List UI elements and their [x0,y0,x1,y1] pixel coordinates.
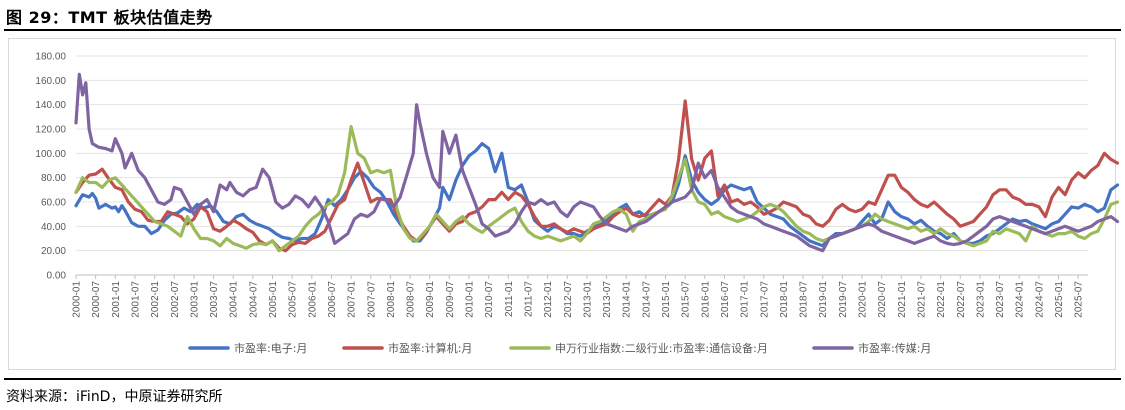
x-tick-label: 2003-01 [189,281,200,318]
x-tick-label: 2018-07 [799,281,810,318]
x-tick-label: 2000-07 [91,281,102,318]
x-tick-label: 2021-01 [897,281,908,318]
x-tick-label: 2015-01 [661,281,672,318]
series-lines [74,72,1120,253]
x-tick-label: 2007-07 [366,281,377,318]
y-tick-label: 60.00 [41,198,66,209]
series-line-3 [74,125,1120,253]
x-tick-label: 2015-07 [681,281,692,318]
y-tick-label: 180.00 [35,52,66,63]
x-tick-label: 2004-01 [229,281,240,318]
y-tick-label: 20.00 [41,246,66,257]
x-tick-label: 2016-07 [720,281,731,318]
tmt-valuation-chart: 0.00 20.00 40.00 60.00 80.00 100.00 120.00 140.… [35,52,1120,355]
x-tick-label: 2025-07 [1074,281,1085,318]
x-tick-label: 2002-07 [170,281,181,318]
x-tick-label: 2025-01 [1054,281,1065,318]
y-tick-label: 120.00 [35,125,66,136]
y-tick-label: 160.00 [35,76,66,87]
x-tick-label: 2021-07 [916,281,927,318]
x-tick-label: 2018-01 [779,281,790,318]
x-tick-label: 2024-01 [1015,281,1026,318]
x-tick-label: 2011-01 [504,281,515,317]
x-tick-label: 2009-07 [445,281,456,318]
x-tick-label: 2006-07 [327,281,338,318]
source-rule [4,378,1121,380]
x-tick-label: 2017-01 [740,281,751,318]
x-tick-label: 2008-01 [386,281,397,318]
x-tick-label: 2020-07 [877,281,888,318]
y-tick-label: 100.00 [35,149,66,160]
series-line-1 [74,142,1120,248]
x-tick-label: 2012-07 [563,281,574,318]
x-tick-label: 2005-07 [288,281,299,318]
x-tick-label: 2024-07 [1034,281,1045,318]
x-tick-label: 2019-01 [818,281,829,318]
x-axis: 2000-01 2000-07 2001-01 2001-07 2002-01 2002-… [72,275,1085,318]
x-tick-label: 2001-07 [130,281,141,318]
source-note: 资料来源：iFinD，中原证券研究所 [6,389,223,405]
grid-lines [76,55,1088,276]
x-tick-label: 2002-01 [150,281,161,318]
x-tick-label: 2009-01 [425,281,436,318]
y-axis: 0.00 20.00 40.00 60.00 80.00 100.00 120.00 140.… [35,52,66,282]
x-tick-label: 2004-07 [248,281,259,318]
x-tick-label: 2010-07 [484,281,495,318]
x-tick-label: 2014-07 [641,281,652,318]
x-tick-label: 2007-01 [347,281,358,318]
x-tick-label: 2017-07 [759,281,770,318]
x-tick-label: 2022-07 [956,281,967,318]
x-tick-label: 2006-01 [307,281,318,318]
series-line-4 [74,72,1120,253]
y-tick-label: 0.00 [47,271,67,282]
x-tick-label: 2023-07 [995,281,1006,318]
x-tick-label: 2001-01 [111,281,122,318]
legend-label: 市盈率:传媒:月 [858,341,931,355]
x-tick-label: 2022-01 [936,281,947,318]
y-tick-label: 140.00 [35,100,66,111]
x-tick-label: 2003-07 [209,281,220,318]
x-tick-label: 2012-01 [543,281,554,318]
x-tick-label: 2013-01 [582,281,593,318]
x-tick-label: 2016-01 [700,281,711,318]
legend-label: 市盈率:电子:月 [234,341,307,355]
x-tick-label: 2020-01 [858,281,869,318]
x-tick-label: 2023-01 [975,281,986,318]
legend-label: 申万行业指数:二级行业:市盈率:通信设备:月 [555,341,768,355]
figure-title: 图 29：TMT 板块估值走势 [6,8,213,27]
x-tick-label: 2008-07 [406,281,417,318]
x-tick-label: 2019-07 [838,281,849,318]
legend-label: 市盈率:计算机:月 [388,341,472,355]
title-rule [4,29,1121,31]
y-tick-label: 80.00 [41,173,66,184]
x-tick-label: 2011-07 [523,281,534,317]
x-tick-label: 2010-01 [465,281,476,318]
series-line-2 [74,99,1120,253]
x-tick-label: 2005-01 [268,281,279,318]
x-tick-label: 2000-01 [72,281,83,318]
x-tick-label: 2013-07 [602,281,613,318]
y-tick-label: 40.00 [41,222,66,233]
legend: 市盈率:电子:月 市盈率:计算机:月 申万行业指数:二级行业:市盈率:通信设备:月 市… [188,341,931,355]
x-tick-label: 2014-01 [622,281,633,318]
